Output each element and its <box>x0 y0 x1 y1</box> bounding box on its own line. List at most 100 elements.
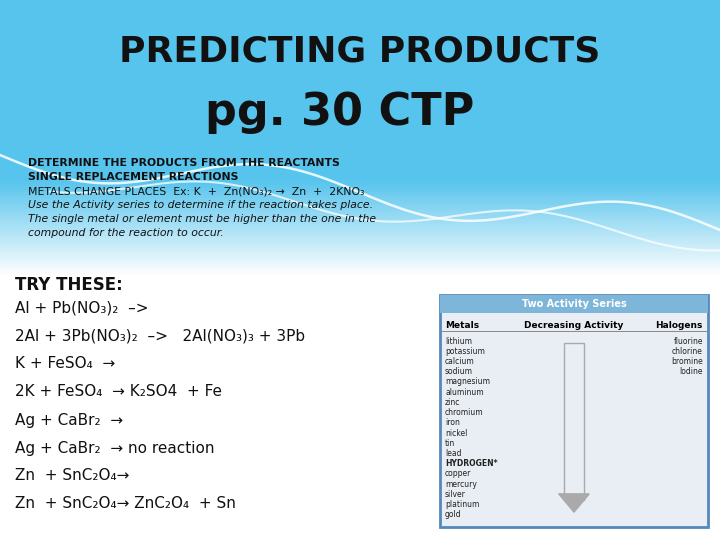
Text: nickel: nickel <box>445 429 467 437</box>
Bar <box>0 187 720 190</box>
Text: METALS CHANGE PLACES  Ex: K  +  Zn(NO₃)₂ →  Zn  +  2KNO₃: METALS CHANGE PLACES Ex: K + Zn(NO₃)₂ → … <box>28 186 364 196</box>
Bar <box>0 214 720 217</box>
Text: silver: silver <box>445 490 466 499</box>
Bar <box>0 260 720 262</box>
Text: Zn  + SnC₂O₄→: Zn + SnC₂O₄→ <box>15 469 130 483</box>
Bar <box>0 254 720 256</box>
Text: Metals: Metals <box>445 321 479 329</box>
Text: copper: copper <box>445 469 472 478</box>
Bar <box>0 199 720 201</box>
Bar <box>0 258 720 261</box>
Bar <box>0 212 720 214</box>
Bar <box>0 226 720 228</box>
Bar <box>0 190 720 192</box>
Text: tin: tin <box>445 438 455 448</box>
Text: Decreasing Activity: Decreasing Activity <box>524 321 624 329</box>
Bar <box>0 249 720 251</box>
Text: chromium: chromium <box>445 408 484 417</box>
Bar <box>0 219 720 221</box>
Bar <box>0 197 720 199</box>
Text: Use the Activity series to determine if the reaction takes place.: Use the Activity series to determine if … <box>28 200 373 210</box>
Bar <box>0 0 720 180</box>
Bar <box>0 234 720 237</box>
Text: chlorine: chlorine <box>672 347 703 356</box>
Bar <box>0 272 720 274</box>
Text: gold: gold <box>445 510 462 519</box>
Bar <box>0 242 720 244</box>
Text: lead: lead <box>445 449 462 458</box>
Bar <box>0 210 720 212</box>
Bar <box>0 275 720 540</box>
Text: TRY THESE:: TRY THESE: <box>15 276 122 294</box>
Bar <box>0 248 720 250</box>
Bar <box>0 243 720 245</box>
Text: Two Activity Series: Two Activity Series <box>521 299 626 309</box>
Bar <box>0 267 720 269</box>
Text: Zn  + SnC₂O₄→ ZnC₂O₄  + Sn: Zn + SnC₂O₄→ ZnC₂O₄ + Sn <box>15 496 236 511</box>
Text: sodium: sodium <box>445 367 473 376</box>
Bar <box>564 343 584 500</box>
Bar <box>0 221 720 224</box>
Bar <box>0 239 720 241</box>
Bar <box>0 255 720 257</box>
Text: platinum: platinum <box>445 500 480 509</box>
Bar <box>0 273 720 275</box>
Text: 2K + FeSO₄  → K₂SO4  + Fe: 2K + FeSO₄ → K₂SO4 + Fe <box>15 384 222 400</box>
Bar <box>0 251 720 253</box>
Text: compound for the reaction to occur.: compound for the reaction to occur. <box>28 228 224 238</box>
Bar <box>0 232 720 234</box>
Text: lithium: lithium <box>445 336 472 346</box>
Bar <box>0 222 720 225</box>
Bar <box>0 183 720 185</box>
Text: magnesium: magnesium <box>445 377 490 387</box>
Bar <box>0 191 720 193</box>
FancyBboxPatch shape <box>440 295 708 527</box>
Bar <box>0 266 720 268</box>
Bar <box>0 224 720 226</box>
Bar <box>0 246 720 249</box>
Bar <box>0 262 720 264</box>
Bar <box>0 261 720 263</box>
Bar <box>0 193 720 195</box>
Bar <box>0 217 720 219</box>
Bar <box>0 244 720 246</box>
Text: Halogens: Halogens <box>656 321 703 329</box>
Bar <box>0 208 720 211</box>
Bar <box>0 269 720 271</box>
Bar <box>0 181 720 184</box>
Bar <box>0 250 720 252</box>
Bar <box>0 195 720 198</box>
Bar <box>0 215 720 218</box>
Text: iron: iron <box>445 418 460 427</box>
Bar <box>0 200 720 202</box>
Bar <box>0 185 720 187</box>
Bar <box>0 237 720 239</box>
Bar <box>0 192 720 194</box>
Bar <box>0 227 720 230</box>
Bar <box>0 180 720 182</box>
Text: DETERMINE THE PRODUCTS FROM THE REACTANTS: DETERMINE THE PRODUCTS FROM THE REACTANT… <box>28 158 340 168</box>
Bar <box>0 184 720 186</box>
Bar <box>0 233 720 235</box>
Text: The single metal or element must be higher than the one in the: The single metal or element must be high… <box>28 214 376 224</box>
Bar <box>0 186 720 188</box>
Bar <box>0 256 720 258</box>
Text: PREDICTING PRODUCTS: PREDICTING PRODUCTS <box>120 35 600 69</box>
Bar <box>0 263 720 265</box>
Text: 2Al + 3Pb(NO₃)₂  –>   2Al(NO₃)₃ + 3Pb: 2Al + 3Pb(NO₃)₂ –> 2Al(NO₃)₃ + 3Pb <box>15 328 305 343</box>
Bar <box>0 228 720 231</box>
Bar <box>0 188 720 191</box>
Bar <box>440 295 708 313</box>
Text: bromine: bromine <box>671 357 703 366</box>
Bar <box>0 213 720 215</box>
Text: Ag + CaBr₂  → no reaction: Ag + CaBr₂ → no reaction <box>15 441 215 456</box>
Bar <box>0 231 720 233</box>
Bar <box>0 230 720 232</box>
Bar <box>0 245 720 247</box>
Bar <box>0 194 720 197</box>
Bar <box>0 207 720 210</box>
Bar <box>0 257 720 259</box>
Bar <box>0 198 720 200</box>
Bar <box>0 220 720 222</box>
Bar <box>0 218 720 220</box>
